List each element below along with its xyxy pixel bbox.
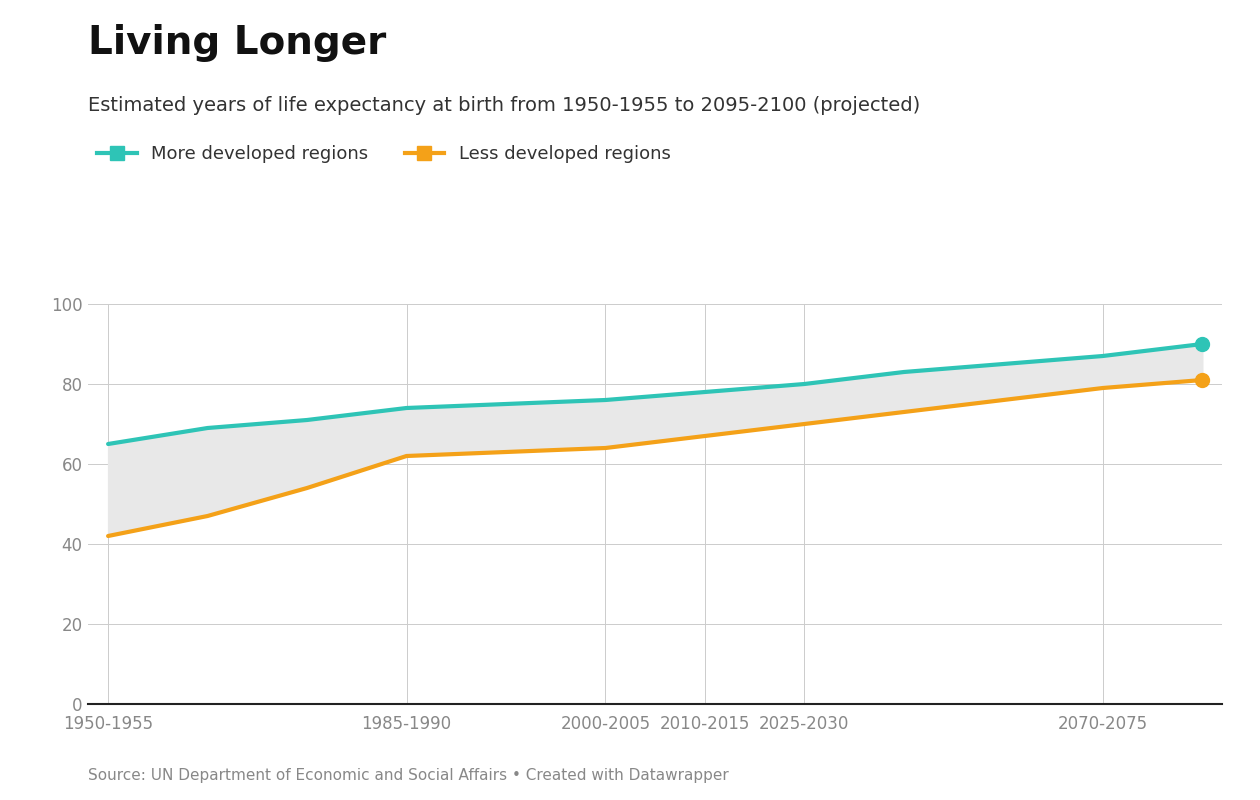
Text: Source: UN Department of Economic and Social Affairs • Created with Datawrapper: Source: UN Department of Economic and So…: [88, 768, 730, 783]
Text: Living Longer: Living Longer: [88, 24, 387, 62]
Text: Estimated years of life expectancy at birth from 1950-1955 to 2095-2100 (project: Estimated years of life expectancy at bi…: [88, 96, 921, 115]
Legend: More developed regions, Less developed regions: More developed regions, Less developed r…: [97, 145, 670, 163]
